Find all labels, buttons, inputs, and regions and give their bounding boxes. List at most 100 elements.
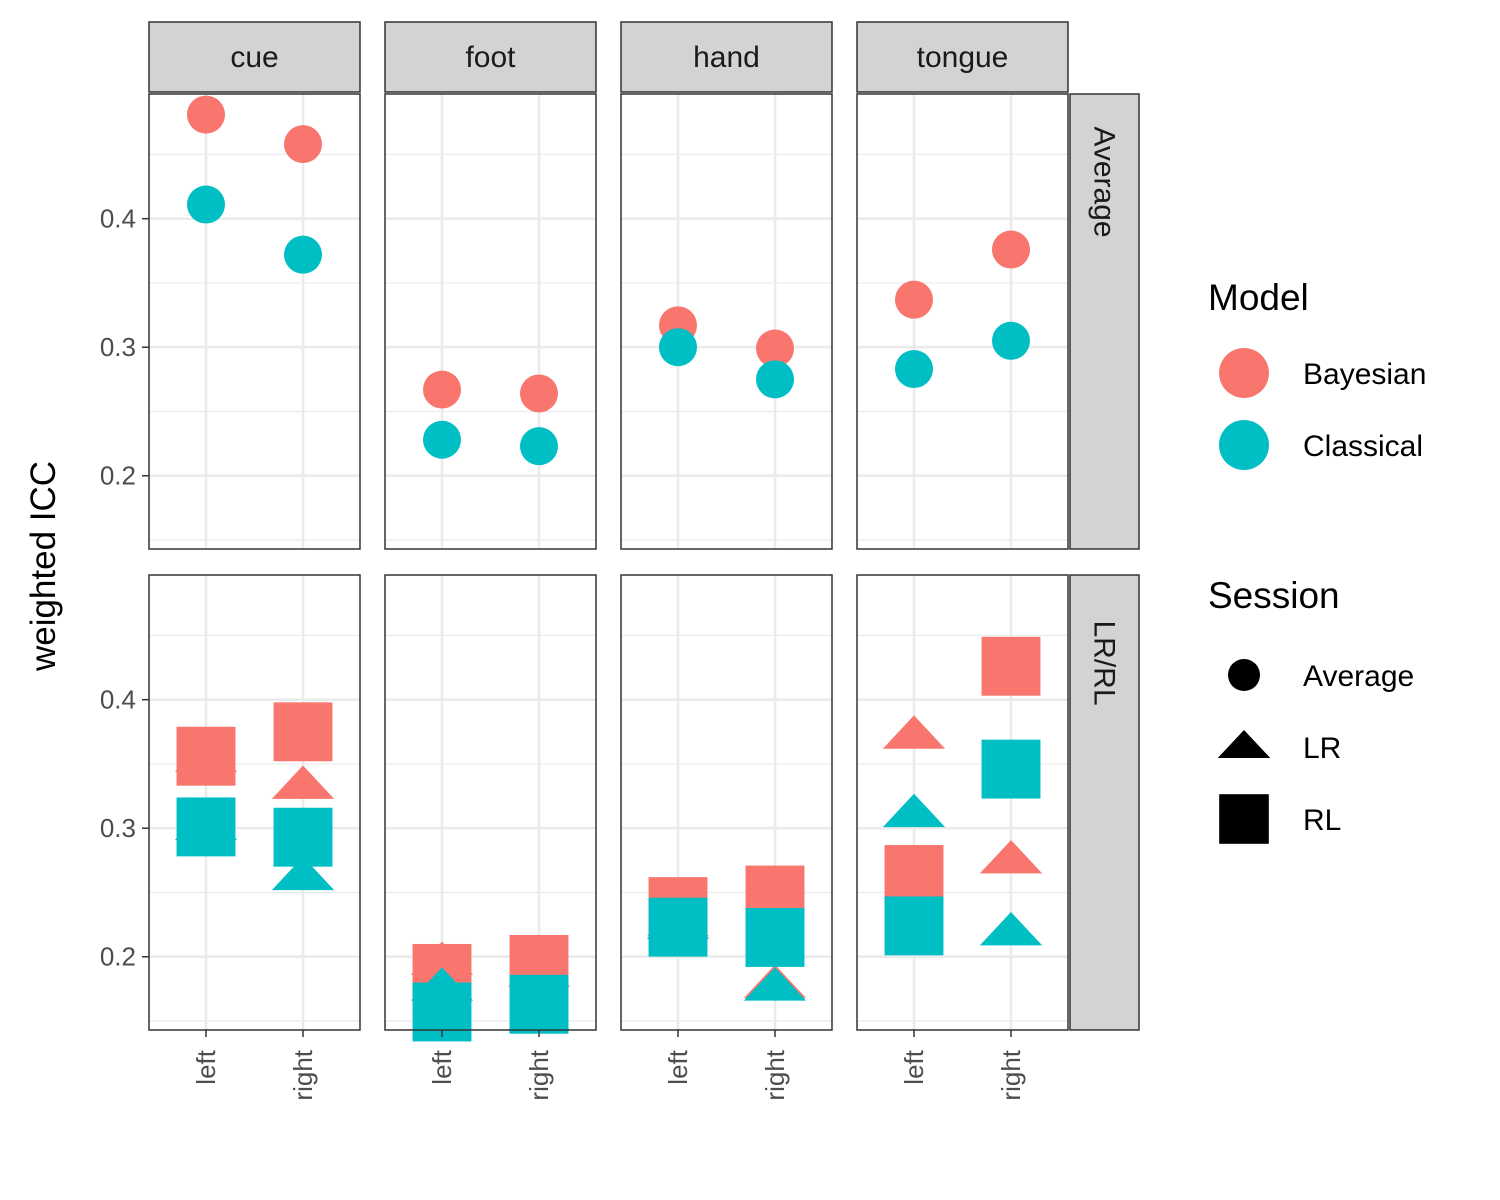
data-point-bayesian-rl <box>884 845 944 904</box>
data-point-bayesian-average <box>756 329 794 368</box>
data-point-bayesian-average <box>520 374 558 413</box>
x-tick-label: left <box>427 1049 457 1084</box>
x-tick-label: left <box>191 1049 221 1084</box>
facet-strip-foot: foot <box>384 21 597 93</box>
legend-key-bayesian <box>1219 348 1269 398</box>
data-point-classical-lr <box>882 793 946 828</box>
legend: Model Bayesian Classical Session Average LR RL <box>1208 277 1426 844</box>
facet-strip-row-1: LR/RL <box>1069 574 1140 1031</box>
facet-panel-hand-0 <box>621 94 832 549</box>
data-point-bayesian-rl <box>176 726 236 786</box>
facet-panel-foot-0 <box>385 94 596 549</box>
data-point-classical-lr <box>271 856 335 891</box>
panel-border <box>620 93 833 550</box>
y-tick-label: 0.3 <box>100 813 136 843</box>
facet-panel-tongue-0 <box>857 94 1068 549</box>
data-point-bayesian-average <box>284 125 322 164</box>
data-point-bayesian-average <box>992 230 1030 269</box>
panel-background <box>857 94 1068 549</box>
legend-key-lr <box>1217 729 1271 759</box>
x-tick-label: right <box>524 1049 554 1100</box>
data-point-classical-lr <box>743 967 807 1001</box>
legend-label: RL <box>1303 804 1341 837</box>
facet-strip-hand: hand <box>620 21 833 93</box>
panel-border <box>148 574 361 1031</box>
data-point-bayesian-average <box>895 280 933 319</box>
data-point-classical-average <box>520 427 558 466</box>
strip-label: LR/RL <box>1088 620 1121 705</box>
y-tick-label: 0.3 <box>100 332 136 362</box>
data-point-classical-average <box>659 328 697 367</box>
panel-border <box>384 574 597 1031</box>
y-tick-label: 0.2 <box>100 461 136 491</box>
data-point-classical-average <box>423 420 461 459</box>
x-tick-label: left <box>899 1049 929 1084</box>
data-point-classical-average <box>992 321 1030 360</box>
facet-strip-cue: cue <box>148 21 361 93</box>
data-point-classical-rl <box>176 797 236 857</box>
data-point-classical-average <box>284 235 322 274</box>
data-point-classical-rl <box>884 896 944 956</box>
panel-border <box>856 574 1069 1031</box>
x-tick-label: right <box>288 1049 318 1100</box>
data-point-bayesian-average <box>187 95 225 134</box>
panel-border <box>856 93 1069 550</box>
x-tick-label: left <box>663 1049 693 1084</box>
legend-key-average <box>1228 659 1260 691</box>
strip-label: tongue <box>917 41 1009 74</box>
data-point-classical-rl <box>745 908 805 967</box>
panel-background <box>385 94 596 549</box>
data-point-bayesian-rl <box>981 636 1041 696</box>
strip-background <box>620 21 833 93</box>
strip-background <box>1069 574 1140 1031</box>
data-point-bayesian-lr <box>882 715 946 749</box>
y-tick-label: 0.4 <box>100 204 136 234</box>
strip-label: cue <box>230 41 278 74</box>
data-point-bayesian-average <box>423 370 461 409</box>
facet-strip-row-0: Average <box>1069 93 1140 550</box>
strip-label: foot <box>465 41 516 74</box>
y-tick-label: 0.2 <box>100 942 136 972</box>
data-point-classical-average <box>756 360 794 399</box>
facet-strip-tongue: tongue <box>856 21 1069 93</box>
data-point-classical-rl <box>648 897 708 957</box>
strip-background <box>384 21 597 93</box>
panel-border <box>384 93 597 550</box>
facet-panel-cue-0 <box>149 94 360 549</box>
panel-border <box>620 574 833 1031</box>
data-point-bayesian-rl <box>273 702 333 762</box>
strip-background <box>856 21 1069 93</box>
legend-model: Model Bayesian Classical <box>1208 277 1426 470</box>
facet-panels: cue foot hand tongue Average LR/RL <box>148 21 1140 1042</box>
strip-background <box>148 21 361 93</box>
legend-label: Average <box>1303 660 1414 693</box>
y-axis: 0.2 0.3 0.4 0.2 0.3 0.4 left right left right left… <box>100 204 1026 1101</box>
strip-label: Average <box>1088 126 1121 237</box>
legend-label: Classical <box>1303 430 1423 463</box>
data-points <box>174 95 1043 1042</box>
legend-title: Session <box>1208 575 1340 616</box>
data-point-bayesian-lr <box>979 840 1043 874</box>
data-point-classical-average <box>895 350 933 389</box>
legend-key-rl <box>1219 794 1269 844</box>
strip-background <box>1069 93 1140 550</box>
panel-border <box>148 93 361 550</box>
x-tick-label: right <box>996 1049 1026 1100</box>
data-point-bayesian-lr <box>271 765 335 799</box>
data-point-classical-rl <box>509 974 569 1034</box>
data-point-classical-rl <box>273 807 333 867</box>
legend-label: Bayesian <box>1303 358 1426 391</box>
legend-title: Model <box>1208 277 1309 318</box>
x-tick-label: right <box>760 1049 790 1100</box>
legend-key-classical <box>1219 420 1269 470</box>
data-point-classical-rl <box>981 739 1041 799</box>
legend-label: LR <box>1303 732 1341 765</box>
y-axis-title: weighted ICC <box>24 461 63 672</box>
panel-background <box>149 94 360 549</box>
panel-background <box>621 94 832 549</box>
data-point-classical-average <box>187 185 225 224</box>
data-point-classical-lr <box>979 912 1043 946</box>
strip-label: hand <box>693 41 760 74</box>
y-tick-label: 0.4 <box>100 685 136 715</box>
